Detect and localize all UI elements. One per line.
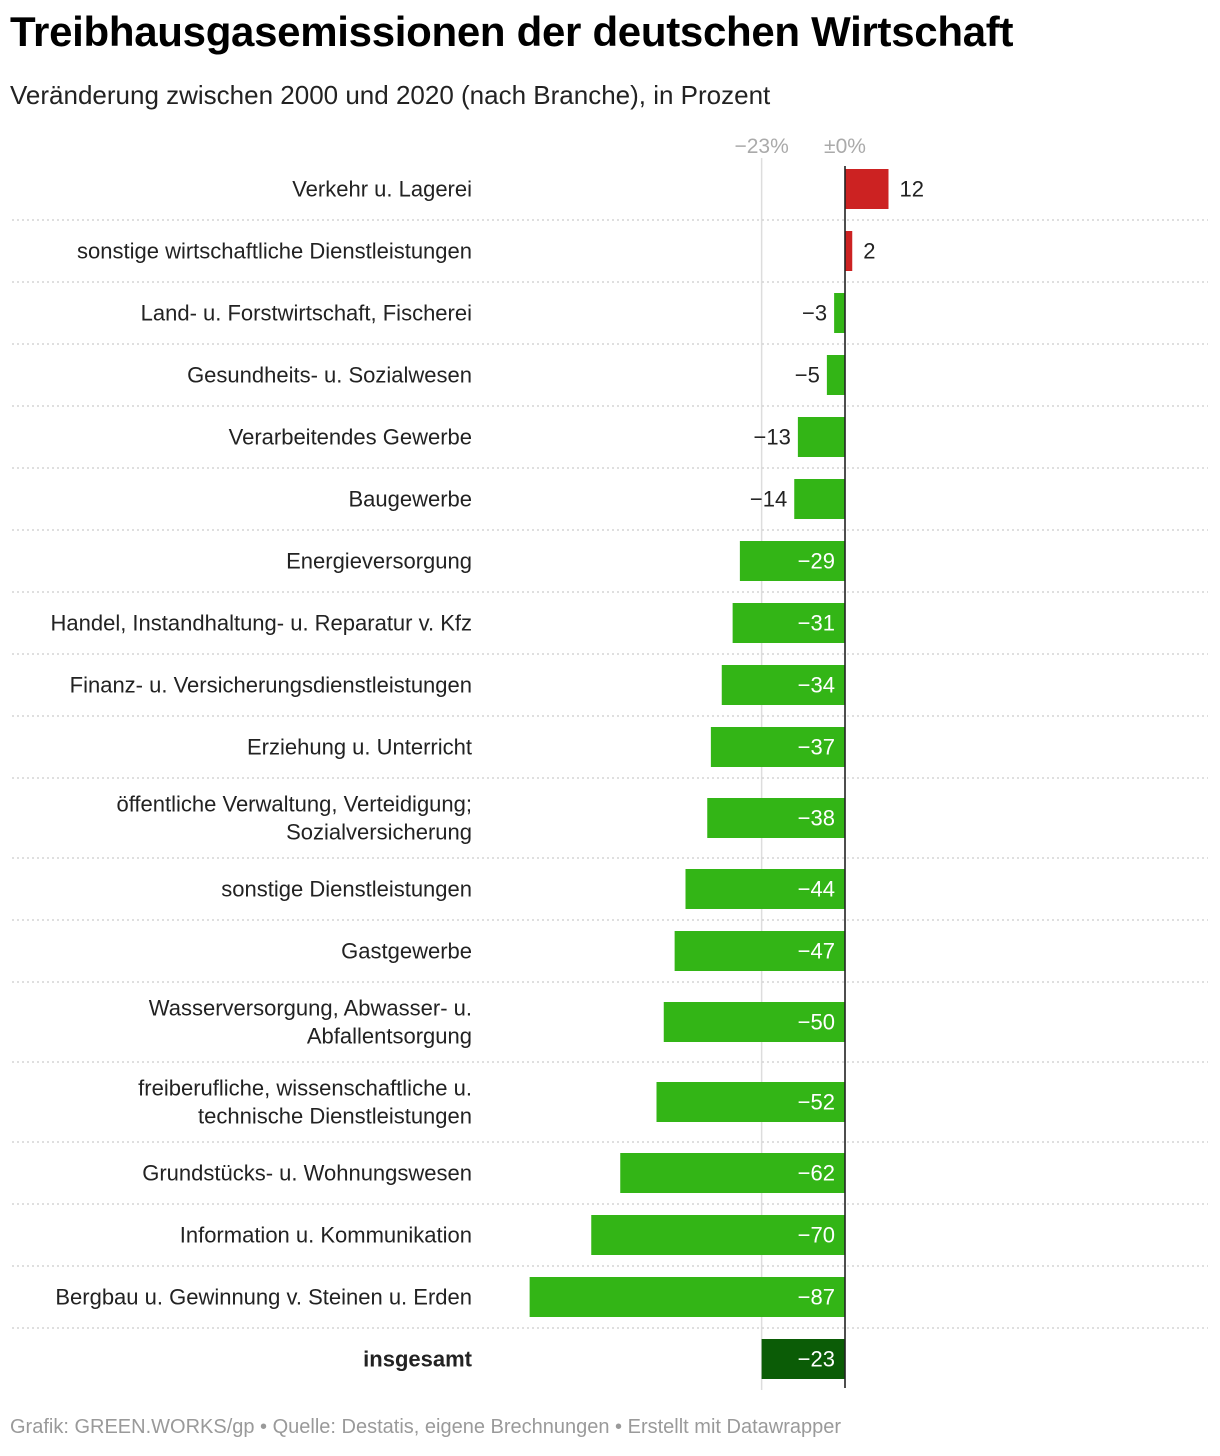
value-label: −34 — [798, 673, 835, 698]
category-label: sonstige wirtschaftliche Dienstleistunge… — [77, 239, 472, 264]
bar — [663, 1002, 845, 1042]
category-label: Handel, Instandhaltung- u. Reparatur v. … — [50, 611, 472, 636]
category-label: Bergbau u. Gewinnung v. Steinen u. Erden — [55, 1285, 472, 1310]
category-label: Erziehung u. Unterricht — [247, 735, 472, 760]
value-label: −47 — [798, 939, 835, 964]
bar — [845, 231, 853, 271]
category-label: technische Dienstleistungen — [198, 1104, 472, 1129]
chart-subtitle: Veränderung zwischen 2000 und 2020 (nach… — [10, 80, 771, 110]
category-label: insgesamt — [363, 1347, 472, 1372]
value-label: −31 — [798, 611, 835, 636]
category-label: Sozialversicherung — [286, 820, 472, 845]
value-label: −52 — [798, 1090, 835, 1115]
category-label: Energieversorgung — [286, 549, 472, 574]
category-label: Information u. Kommunikation — [180, 1223, 472, 1248]
category-label: Grundstücks- u. Wohnungswesen — [142, 1161, 472, 1186]
tick-label: ±0% — [824, 135, 866, 158]
category-label: Finanz- u. Versicherungsdienstleistungen — [70, 673, 472, 698]
value-label: −14 — [750, 487, 787, 512]
category-label: Gastgewerbe — [341, 939, 472, 964]
category-label: öffentliche Verwaltung, Verteidigung; — [116, 792, 472, 817]
bar — [721, 665, 845, 705]
category-label: freiberufliche, wissenschaftliche u. — [138, 1076, 472, 1101]
bar — [834, 293, 845, 333]
value-label: −70 — [798, 1223, 835, 1248]
bar — [710, 727, 845, 767]
value-label: −3 — [802, 301, 827, 326]
chart-title: Treibhausgasemissionen der deutschen Wir… — [10, 8, 1014, 55]
bar — [797, 417, 845, 457]
bar — [845, 169, 889, 209]
bar — [761, 1339, 845, 1379]
category-label: Abfallentsorgung — [307, 1024, 472, 1049]
value-label: −13 — [754, 425, 791, 450]
value-label: −62 — [798, 1161, 835, 1186]
bar — [794, 479, 845, 519]
value-label: 12 — [900, 177, 924, 202]
category-label: sonstige Dienstleistungen — [221, 877, 472, 902]
source-footer: Grafik: GREEN.WORKS/gp • Quelle: Destati… — [10, 1416, 842, 1438]
bar — [732, 603, 845, 643]
bar — [656, 1082, 845, 1122]
bar — [826, 355, 845, 395]
value-label: −29 — [798, 549, 835, 574]
value-label: −87 — [798, 1285, 835, 1310]
bar — [674, 931, 845, 971]
bar — [620, 1153, 845, 1193]
category-label: Verarbeitendes Gewerbe — [229, 425, 472, 450]
value-label: −23 — [798, 1347, 835, 1372]
value-label: 2 — [863, 239, 875, 264]
value-label: −37 — [798, 735, 835, 760]
value-label: −50 — [798, 1010, 835, 1035]
tick-label: −23% — [734, 135, 788, 158]
value-label: −44 — [798, 877, 835, 902]
category-label: Baugewerbe — [348, 487, 472, 512]
bar — [591, 1215, 845, 1255]
bar — [685, 869, 845, 909]
category-label: Gesundheits- u. Sozialwesen — [187, 363, 472, 388]
category-label: Wasserversorgung, Abwasser- u. — [149, 996, 472, 1021]
bar — [529, 1277, 845, 1317]
category-label: Land- u. Forstwirtschaft, Fischerei — [141, 301, 472, 326]
value-label: −5 — [795, 363, 820, 388]
bar — [707, 798, 845, 838]
value-label: −38 — [798, 806, 835, 831]
bar — [739, 541, 845, 581]
category-label: Verkehr u. Lagerei — [292, 177, 472, 202]
